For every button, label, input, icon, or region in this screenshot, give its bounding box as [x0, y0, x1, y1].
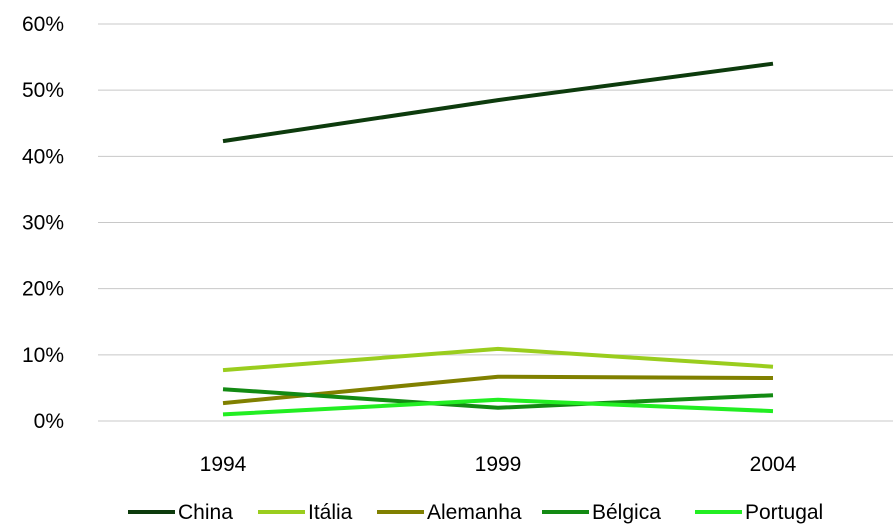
y-tick-label: 20% — [22, 278, 64, 301]
y-tick-label: 60% — [22, 13, 64, 36]
series-line-china — [222, 61, 774, 144]
series-line-bélgica — [222, 387, 774, 410]
series-line-portugal — [222, 397, 774, 417]
legend-label: China — [178, 501, 233, 524]
y-tick-label: 50% — [22, 79, 64, 102]
legend-label: Alemanha — [427, 501, 522, 524]
series-lines — [222, 61, 774, 417]
gridlines — [98, 23, 893, 422]
legend-label: Portugal — [745, 501, 823, 524]
x-tick-label: 1994 — [200, 453, 247, 476]
y-tick-label: 0% — [34, 410, 64, 433]
x-axis: 1994 1999 2004 — [200, 453, 797, 476]
series-line-itália — [222, 346, 774, 373]
y-axis: 0% 10% 20% 30% 40% 50% 60% — [22, 13, 64, 433]
y-tick-label: 10% — [22, 344, 64, 367]
legend: China Itália Alemanha Bélgica Portugal — [128, 501, 823, 524]
x-tick-label: 2004 — [750, 453, 797, 476]
y-tick-label: 30% — [22, 212, 64, 235]
legend-label: Itália — [308, 501, 353, 524]
x-tick-label: 1999 — [475, 453, 522, 476]
legend-label: Bélgica — [592, 501, 661, 524]
y-tick-label: 40% — [22, 145, 64, 168]
